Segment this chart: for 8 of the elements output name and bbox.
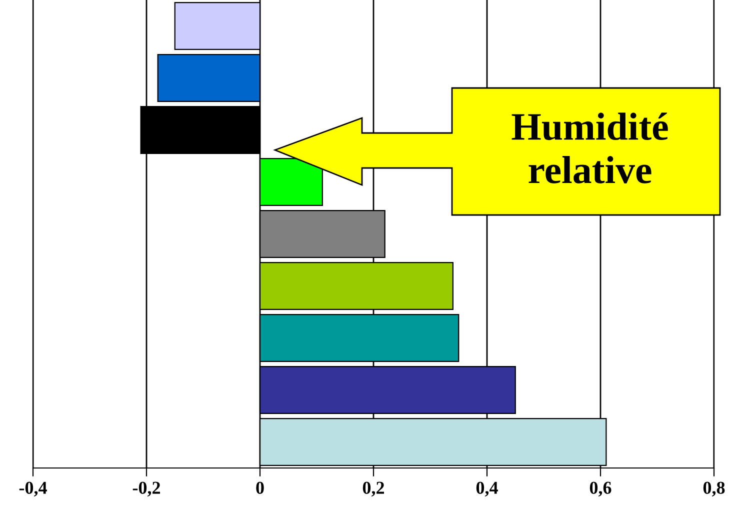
x-tick-label: 0,4 [476,482,498,497]
x-tick-label: -0,2 [132,482,160,497]
x-tick-label: -0,4 [19,482,47,497]
x-tick-label: 0,2 [362,482,384,497]
x-tick-label: 0,6 [590,482,612,497]
x-tick-label: 0,8 [703,482,725,497]
annotation: Humidité relative [512,112,668,184]
x-tick-label: 0 [256,482,264,494]
